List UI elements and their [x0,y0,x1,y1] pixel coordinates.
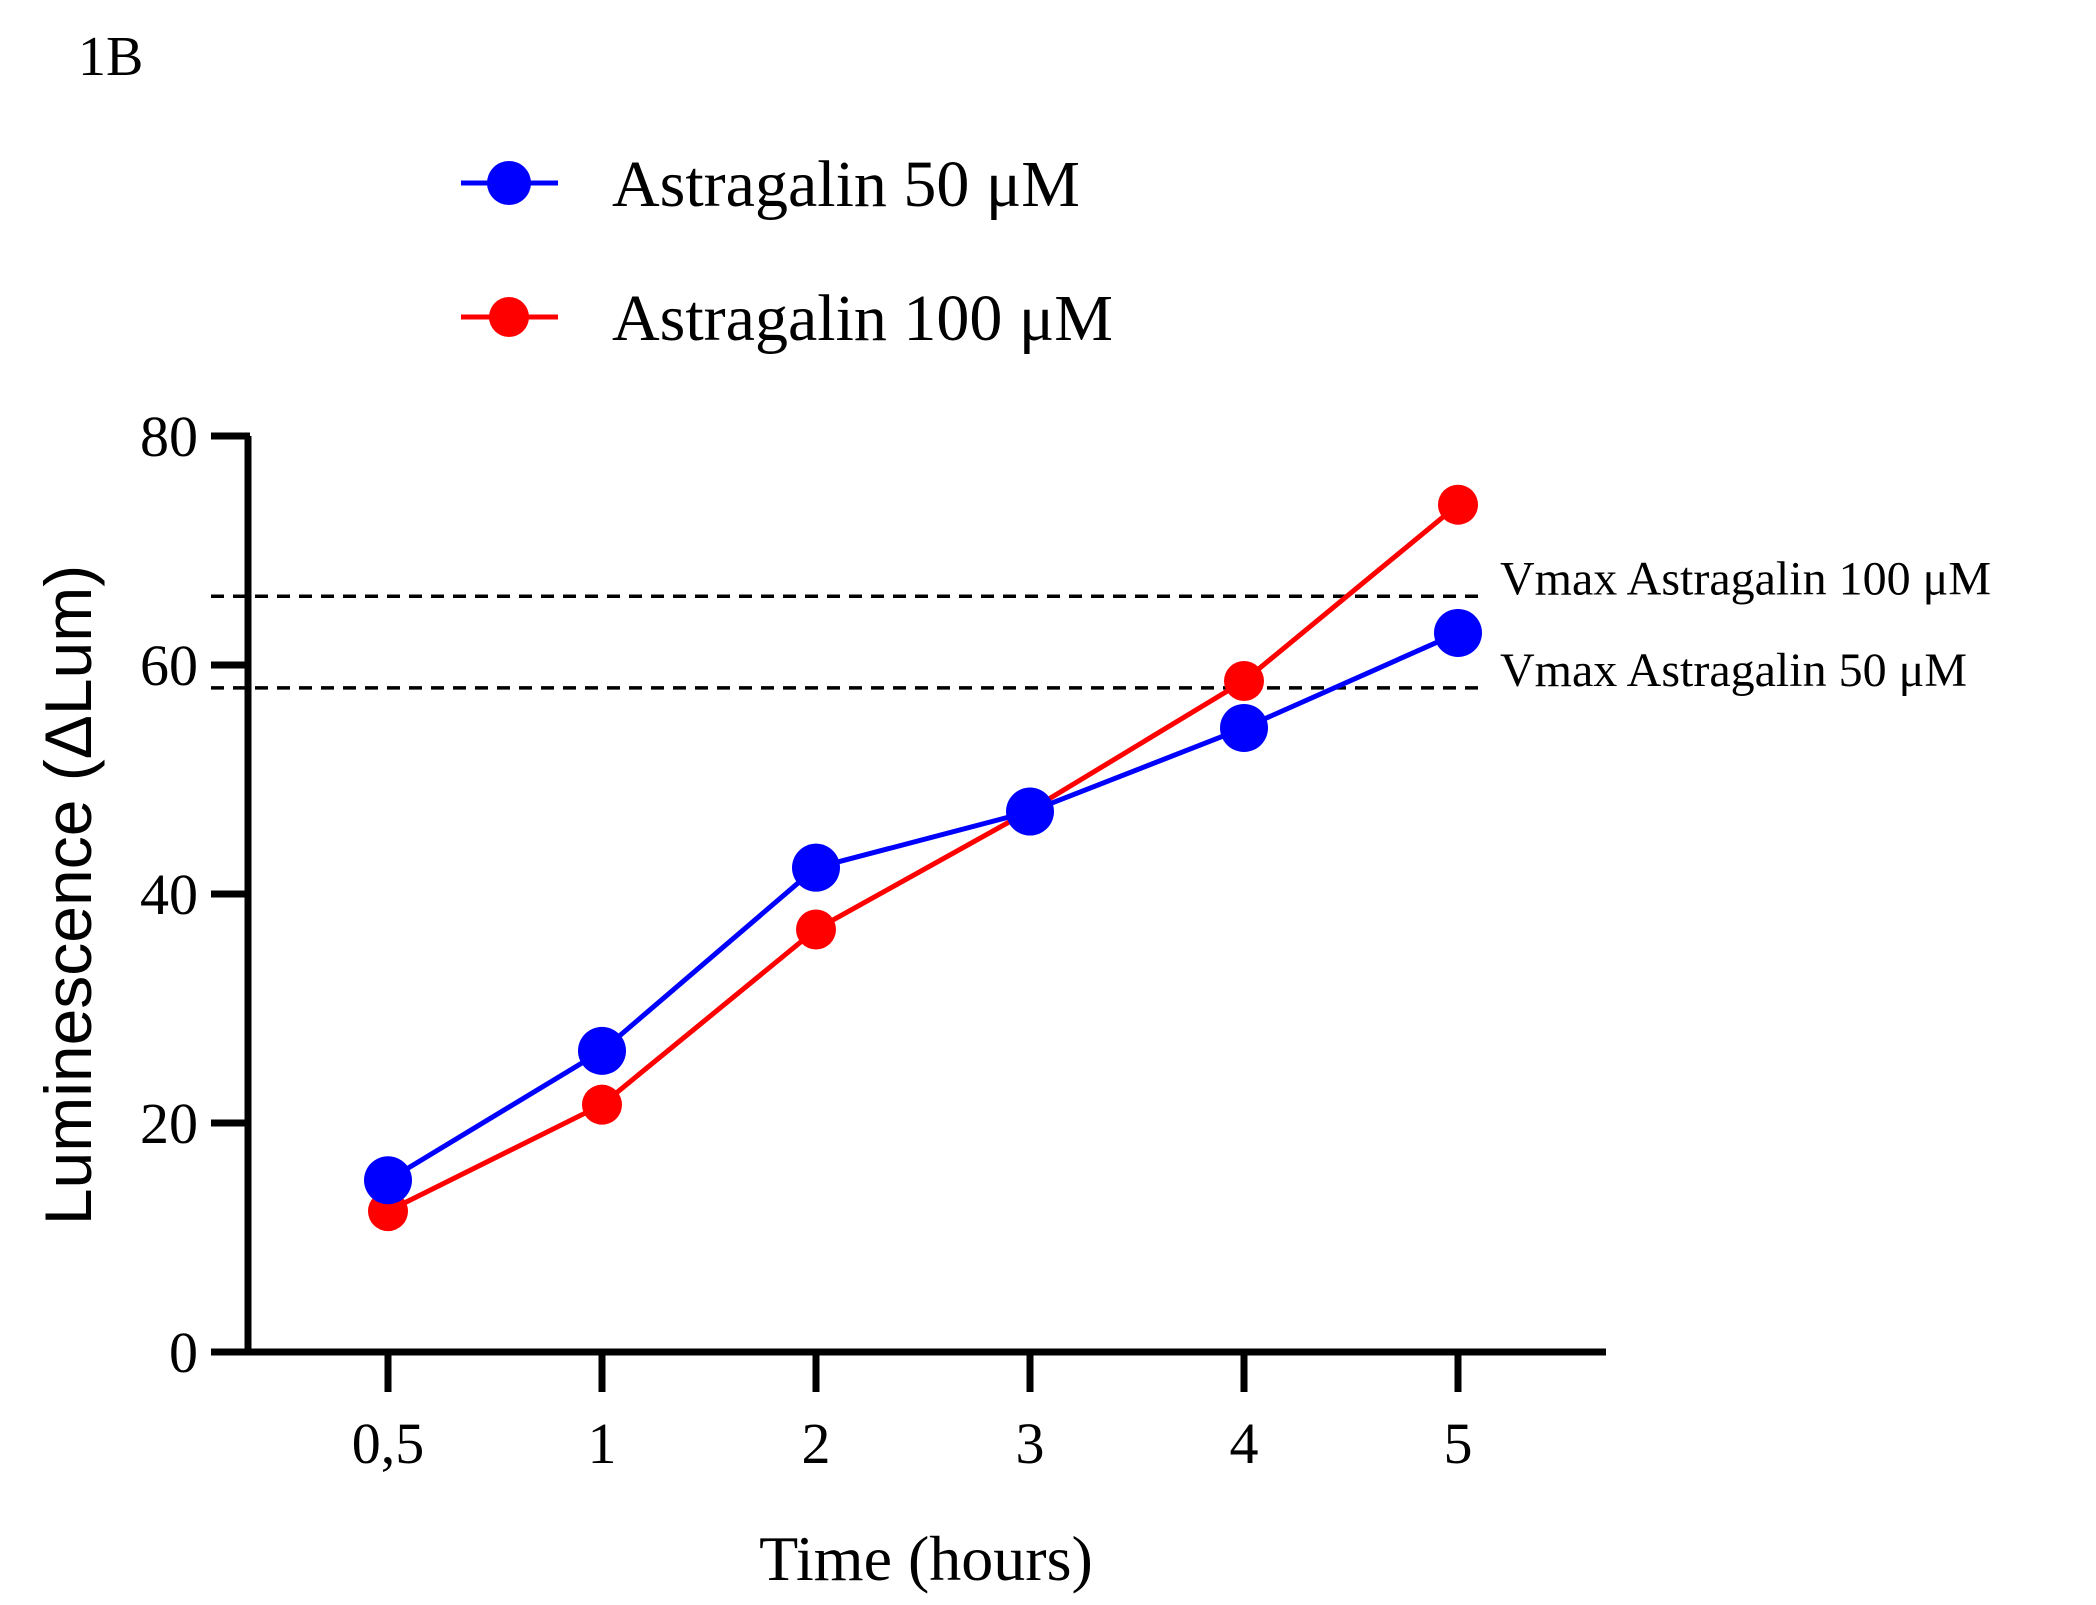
x-tick-label: 3 [1016,1411,1045,1476]
legend-entry-2: Astragalin 100 μM [461,282,1113,355]
data-point [792,843,840,892]
legend: Astragalin 50 μM Astragalin 100 μM [461,148,1113,355]
axes: 0 20 40 60 80 0,5 1 2 3 4 5 [140,404,1606,1476]
legend-entry-1: Astragalin 50 μM [461,148,1080,221]
data-point [1006,787,1054,836]
reference-lines: Vmax Astragalin 100 μM Vmax Astragalin 50… [211,552,1991,697]
y-tick-label: 60 [140,633,198,698]
x-tick-label: 1 [588,1411,617,1476]
panel-label: 1B [78,26,143,88]
y-axis-title: Luminescence (ΔLum) [31,565,105,1225]
y-tick-label: 20 [140,1091,198,1156]
legend-marker [489,297,529,337]
data-point [1224,661,1264,702]
y-tick-label: 0 [169,1320,198,1385]
x-axis-title: Time (hours) [759,1523,1093,1594]
data-point [1220,703,1268,752]
series-line [386,630,1460,1183]
y-tick-label: 80 [140,404,198,469]
data-point [796,909,836,950]
data-point [1438,484,1478,525]
data-point [578,1026,626,1075]
x-tick-label: 5 [1444,1411,1473,1476]
legend-label: Astragalin 100 μM [612,282,1113,355]
series-group [364,484,1482,1232]
y-tick-label: 40 [140,862,198,927]
data-point [582,1084,622,1125]
y-ticks: 0 20 40 60 80 [140,404,250,1385]
data-point [364,1156,412,1205]
vmax-reference-label: Vmax Astragalin 50 μM [1500,644,1967,697]
vmax-reference-label: Vmax Astragalin 100 μM [1500,552,1991,605]
series-line [386,502,1460,1214]
x-tick-label: 0,5 [352,1411,425,1476]
x-tick-label: 4 [1230,1411,1259,1476]
x-ticks: 0,5 1 2 3 4 5 [352,1350,1473,1476]
data-point [1434,608,1482,657]
x-tick-label: 2 [802,1411,831,1476]
series-1 [364,608,1482,1205]
legend-marker [487,161,531,205]
legend-label: Astragalin 50 μM [612,148,1080,221]
